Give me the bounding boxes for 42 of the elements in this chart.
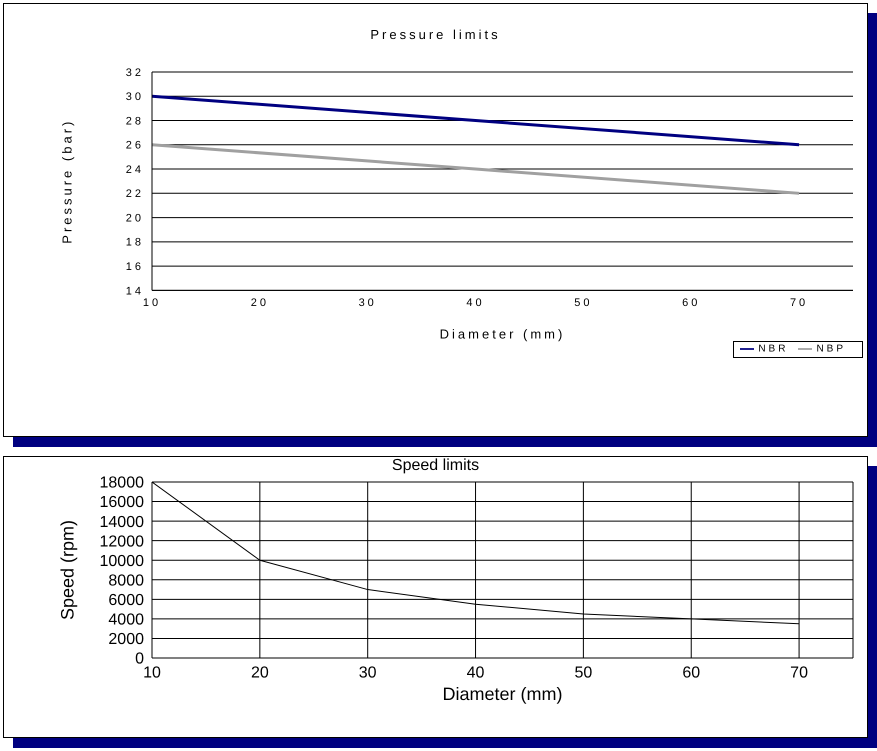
y-tick-label: 4000: [108, 612, 144, 629]
y-axis-title: Pressure (bar): [60, 118, 75, 244]
x-tick-label: 20: [250, 297, 269, 310]
y-tick-label: 30: [126, 91, 144, 104]
x-tick-label: 20: [250, 664, 269, 682]
x-tick-label: 50: [574, 664, 592, 682]
y-tick-label: 0: [135, 650, 144, 668]
chart-title: Speed limits: [390, 457, 480, 475]
chart-title: Pressure limits: [369, 27, 502, 42]
y-tick-label: 16: [126, 261, 144, 273]
y-tick-label: 14000: [100, 514, 144, 531]
x-axis-title: Diameter (mm): [442, 684, 562, 704]
y-tick-label: 2000: [108, 631, 144, 648]
y-tick-label: 18: [126, 236, 144, 249]
x-tick-label: 50: [574, 297, 593, 310]
y-tick-label: 8000: [108, 572, 144, 590]
y-tick-label: 6000: [108, 592, 144, 610]
x-tick-label: 60: [682, 664, 700, 682]
x-tick-label: 10: [142, 297, 162, 310]
legend-label: NBR: [758, 344, 788, 355]
y-tick-label: 28: [126, 115, 144, 128]
y-tick-label: 12000: [100, 533, 144, 550]
y-axis-title: Speed (rpm): [57, 520, 78, 620]
y-tick-label: 22: [126, 188, 144, 200]
x-tick-label: 70: [790, 664, 808, 682]
y-tick-label: 26: [126, 140, 144, 152]
y-tick-label: 14: [126, 285, 144, 298]
y-tick-label: 24: [126, 164, 144, 176]
x-tick-label: 30: [358, 664, 377, 682]
x-tick-label: 10: [143, 664, 161, 682]
x-tick-label: 40: [466, 297, 485, 310]
y-tick-label: 10000: [100, 552, 144, 570]
y-tick-label: 18000: [100, 474, 144, 492]
x-axis-title: Diameter (mm): [440, 326, 566, 342]
x-tick-label: 70: [790, 297, 808, 310]
x-tick-label: 30: [358, 297, 377, 310]
x-tick-label: 40: [466, 664, 485, 682]
y-tick-label: 32: [126, 66, 144, 79]
y-tick-label: 20: [126, 212, 144, 224]
legend-label: NBP: [816, 344, 846, 355]
x-tick-label: 60: [682, 297, 700, 310]
y-tick-label: 16000: [100, 494, 144, 512]
